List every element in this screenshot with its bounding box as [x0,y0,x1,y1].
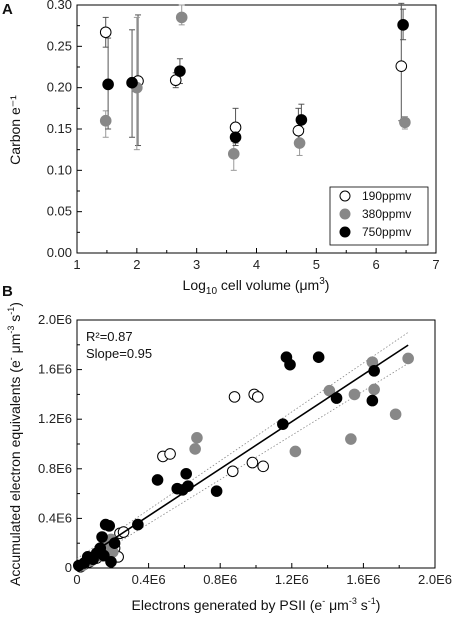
slope-annotation: Slope=0.95 [86,346,152,361]
data-point-750ppmv [229,131,242,144]
panel-a-points [99,11,411,160]
legend-marker-750ppmv [339,226,351,238]
x-tick-label: 0.8E6 [203,572,237,587]
legend-marker-190ppmv [339,190,351,202]
data-point-380ppmv [191,432,203,444]
panel-a: A 1 2 3 4 5 6 7 0.00 0.05 0.10 0.15 0.20 0.25 0.30 L… [2,0,440,297]
panel-b-regression [76,344,409,564]
data-point-750ppmv [312,351,325,364]
panel-a-y-label: Carbon e⁻¹ [7,95,23,165]
x-tick-label: 2.0E6 [418,572,452,587]
y-tick-label: 0.20 [47,80,72,95]
data-point-380ppmv [348,388,361,401]
y-tick-label: 0 [65,560,72,575]
data-point-380ppmv [189,443,201,455]
data-point-380ppmv [345,433,357,445]
panel-b-y-label: Accumulated electron equivalents (e- μm-… [6,302,23,586]
data-point-190ppmv [292,124,305,137]
x-tick-label: 0 [73,572,80,587]
data-point-190ppmv [228,391,241,403]
y-tick-label: 0.8E6 [38,461,72,476]
data-point-750ppmv [103,520,116,532]
data-point-750ppmv [105,556,117,568]
legend-label-190ppmv: 190ppmv [362,189,411,203]
data-point-750ppmv [174,65,186,77]
x-tick-label: 2 [133,257,140,272]
x-tick-label: 0.4E6 [132,572,166,587]
panel-b-points [72,351,414,573]
panel-a-error-bars [102,2,408,171]
data-point-750ppmv [295,114,308,126]
data-point-750ppmv [96,531,108,543]
panel-a-legend: 190ppmv 380ppmv 750ppmv [329,186,429,246]
data-point-380ppmv [293,137,306,149]
data-point-380ppmv [368,383,380,396]
data-point-380ppmv [389,408,402,421]
panel-b-x-label: Electrons generated by PSII (e- μm-3 s-1… [132,596,381,613]
x-tick-label: 6 [373,257,380,272]
legend-label-380ppmv: 380ppmv [362,207,411,221]
data-point-380ppmv [289,445,302,458]
y-tick-label: 0.10 [47,162,72,177]
data-point-380ppmv [399,116,411,129]
data-point-190ppmv [164,448,176,460]
data-point-190ppmv [246,456,259,469]
data-point-190ppmv [226,465,239,478]
panel-a-letter: A [2,1,13,18]
panel-b: B 0 0.4E6 0.8E6 1.2E6 1.6E6 2.0E6 0 0.4E6 0.8E6… [2,283,452,613]
panel-a-y-ticks: 0.00 0.05 0.10 0.15 0.20 0.25 0.30 [47,0,82,260]
data-point-190ppmv [251,391,264,403]
panel-b-x-ticks: 0 0.4E6 0.8E6 1.2E6 1.6E6 2.0E6 [73,563,452,587]
data-point-380ppmv [402,352,414,365]
y-tick-label: 0.05 [47,204,72,219]
legend-marker-380ppmv [339,208,351,220]
data-point-190ppmv [229,121,242,134]
y-tick-label: 1.2E6 [38,411,72,426]
x-tick-label: 4 [253,257,260,272]
data-point-380ppmv [323,384,336,397]
panel-a-x-ticks: 1 2 3 4 5 6 7 [73,248,440,272]
data-point-750ppmv [366,394,379,407]
data-point-750ppmv [126,76,138,89]
y-tick-label: 2.0E6 [38,312,72,327]
y-tick-label: 0.15 [47,121,72,136]
regression-line [76,344,409,564]
x-tick-label: 1.6E6 [346,572,380,587]
x-tick-label: 7 [432,257,439,272]
panel-b-confidence-band [76,332,409,569]
y-tick-label: 1.6E6 [38,362,72,377]
data-point-380ppmv [227,148,240,160]
r-squared-annotation: R²=0.87 [86,329,133,344]
confidence-upper [76,332,409,560]
data-point-750ppmv [108,537,121,550]
panel-b-y-ticks: 0 0.4E6 0.8E6 1.2E6 1.6E6 2.0E6 [38,312,82,575]
panel-b-letter: B [2,283,13,300]
x-tick-label: 5 [313,257,320,272]
y-tick-label: 0.4E6 [38,510,72,525]
x-tick-label: 3 [193,257,200,272]
data-point-190ppmv [395,60,408,72]
data-point-750ppmv [102,78,114,91]
data-point-380ppmv [175,11,188,24]
data-point-750ppmv [151,474,164,486]
data-point-380ppmv [99,114,112,127]
data-point-750ppmv [284,358,296,371]
x-tick-label: 1 [73,257,80,272]
y-tick-label: 0.00 [47,245,72,260]
x-tick-label: 1.2E6 [275,572,309,587]
data-point-750ppmv [210,485,223,497]
data-point-190ppmv [257,460,269,473]
y-tick-label: 0.30 [47,0,72,12]
y-tick-label: 0.25 [47,38,72,53]
data-point-750ppmv [180,467,192,480]
panel-a-x-label: Log10 cell volume (μm3) [183,276,330,297]
data-point-190ppmv [99,26,112,39]
legend-label-750ppmv: 750ppmv [362,225,411,239]
data-point-750ppmv [397,19,409,31]
